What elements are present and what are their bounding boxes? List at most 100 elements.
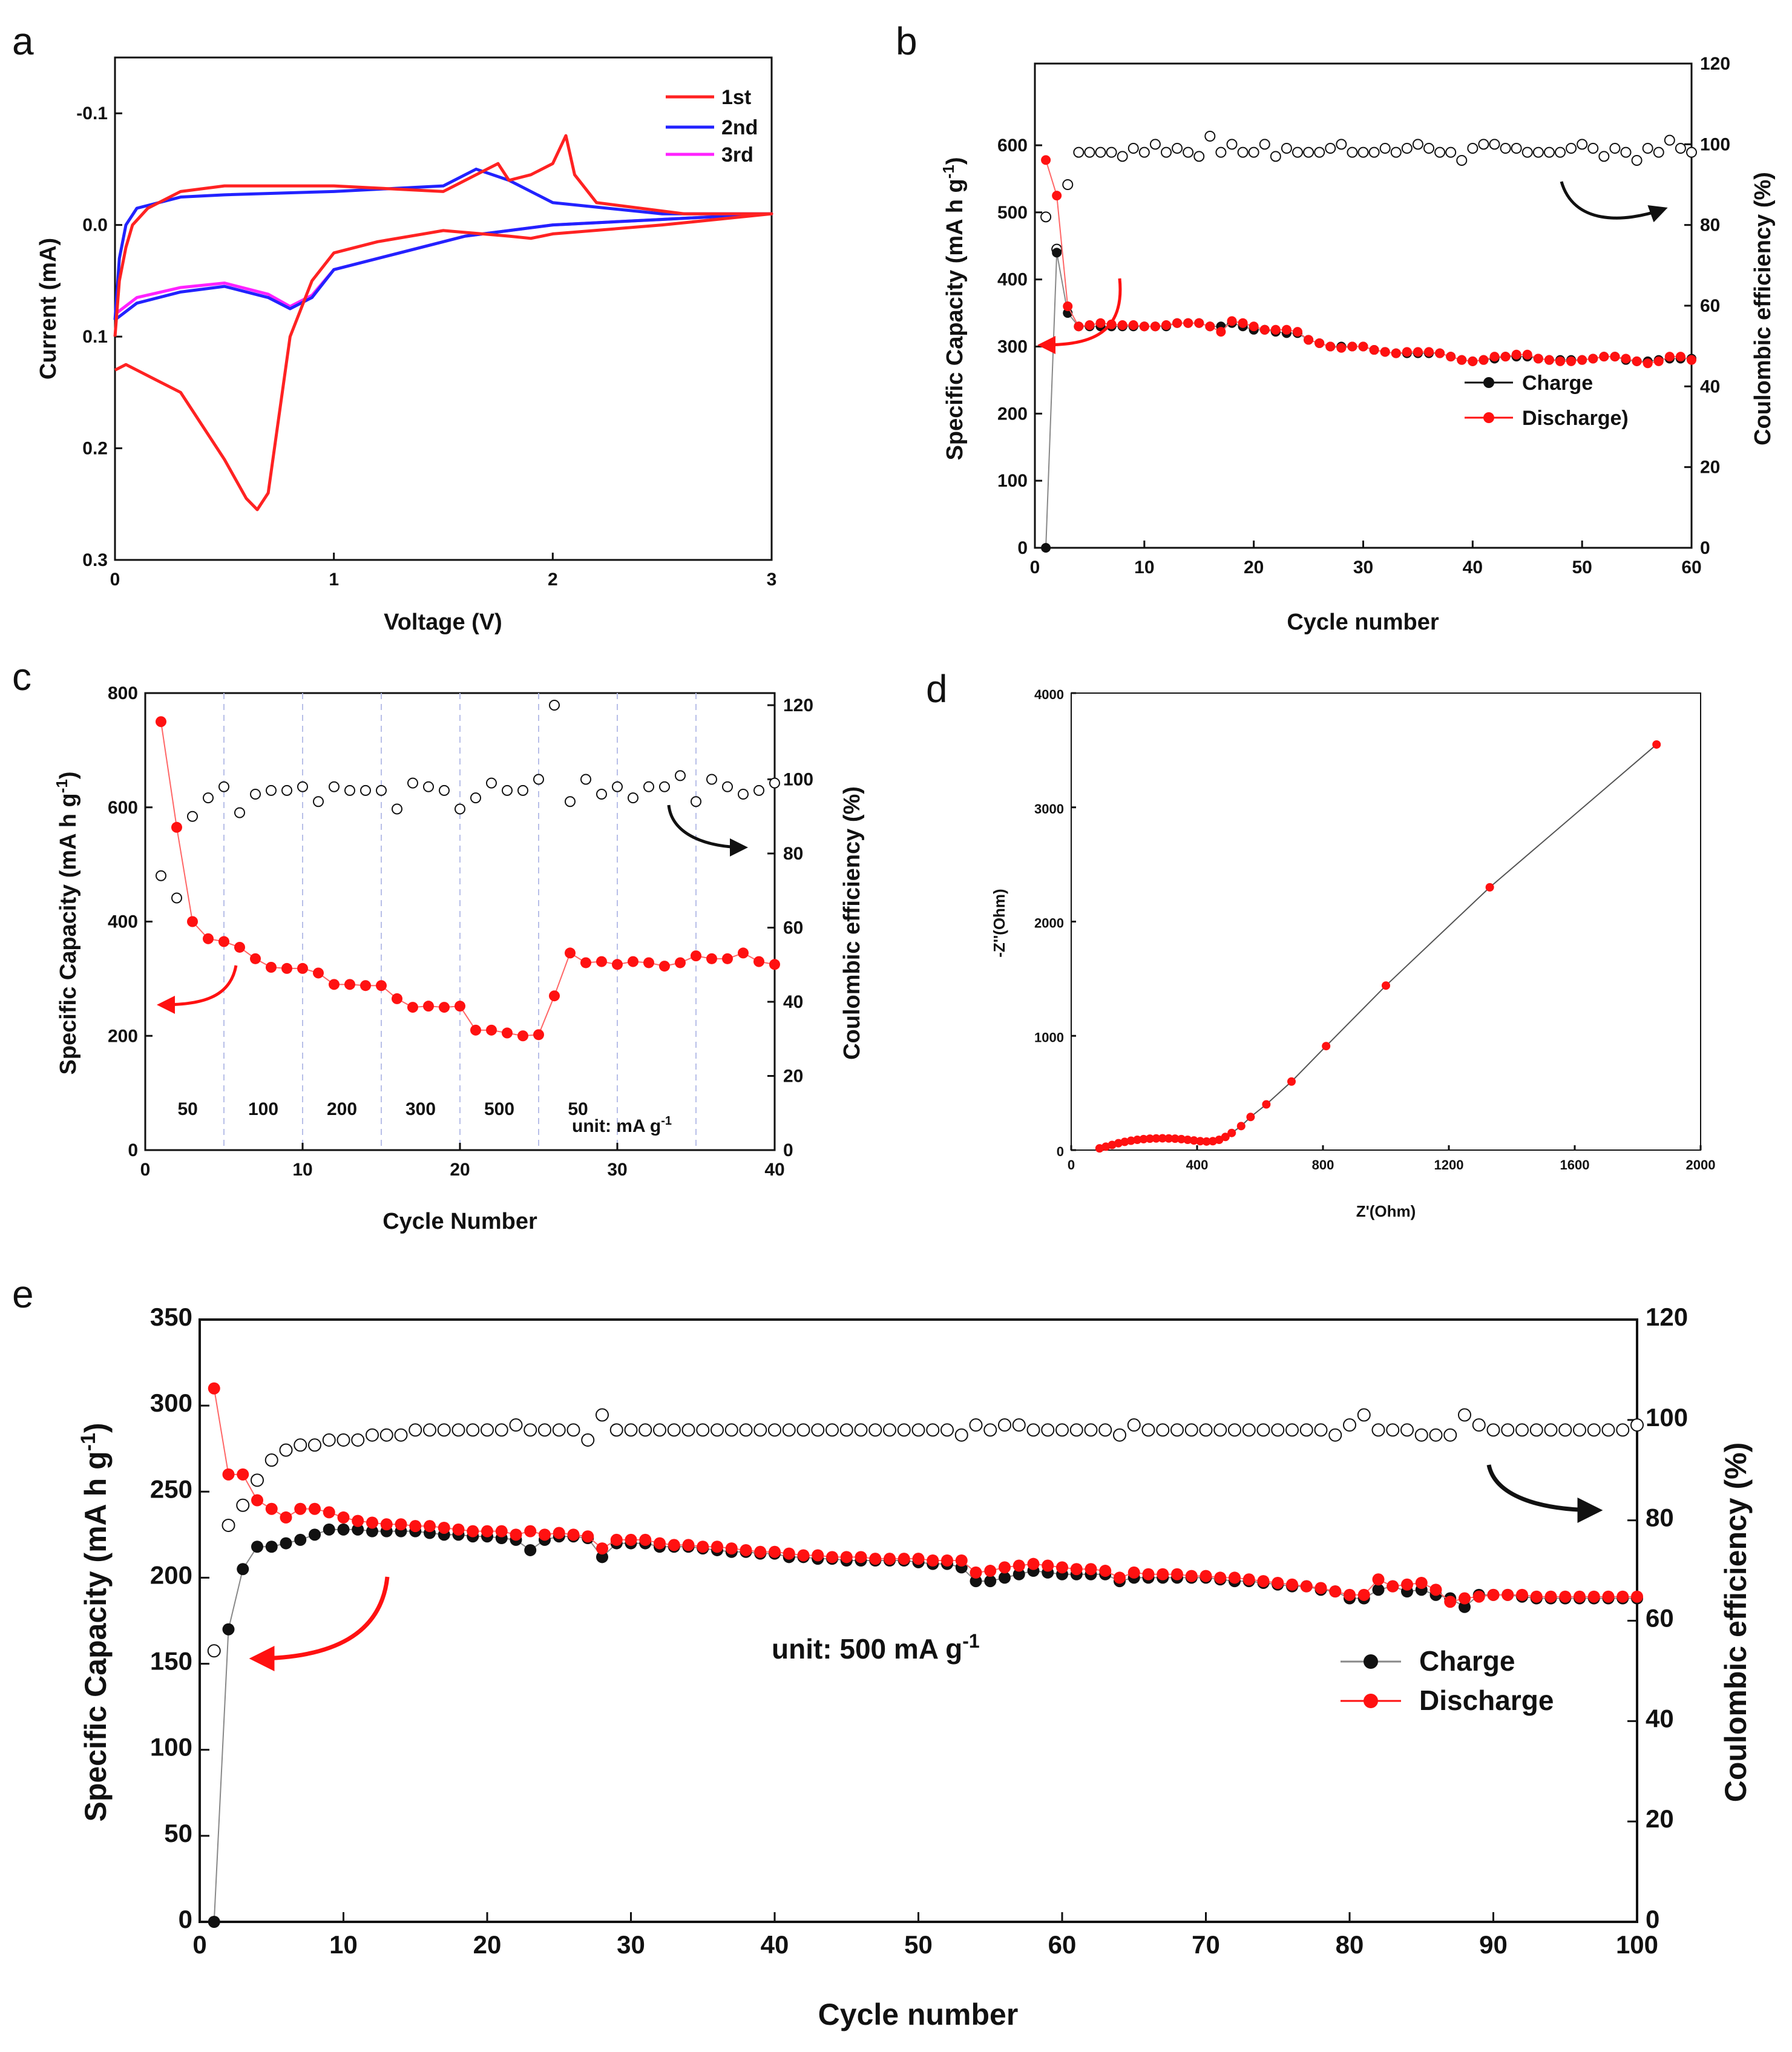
panel-e-coulombic-efficiency-point [983,1423,997,1437]
panel-b-discharge-point [1041,155,1051,165]
panel-e-coulombic-efficiency-point [681,1423,695,1437]
panel-e-coulombic-efficiency-point [538,1423,551,1437]
panel-c-discharge-point [156,716,166,728]
panel-b-discharge-point [1183,318,1193,328]
panel-b-discharge-point [1489,352,1500,362]
panel-e-discharge-point [1587,1590,1600,1603]
panel-e-x-tick-label: 50 [904,1930,933,1959]
panel-e-coulombic-efficiency-point [1242,1423,1256,1437]
panel-b-coulombic-efficiency-point [1653,146,1664,158]
panel-e-coulombic-efficiency-point [1199,1423,1213,1437]
panel-b-y-axis-label-main: Specific Capacity (mA h g [942,179,968,460]
panel-c-coulombic-efficiency-point [218,781,229,792]
panel-e-discharge-point [467,1525,479,1537]
panel-b-y2-tick-label: 120 [1700,54,1730,74]
panel-b-discharge-point [1270,324,1281,335]
panel-e-discharge-point [1042,1559,1054,1572]
panel-c-discharge-point [738,947,749,959]
panel-b-discharge-point [1522,349,1532,360]
panel-d-impedance-point [1146,1134,1154,1143]
panel-d-impedance-line [1099,744,1657,1149]
panel-b-coulombic-efficiency-point [1390,146,1402,158]
panel-e-charge-point [323,1523,335,1536]
panel-b-coulombic-efficiency-point [1303,146,1314,158]
panel-e-discharge-point [1459,1592,1471,1605]
panel-e-coulombic-efficiency-point [1414,1428,1428,1442]
panel-b-coulombic-efficiency-point [1127,143,1139,154]
panel-c-coulombic-efficiency-point [549,700,560,711]
panel-e-coulombic-efficiency-point [322,1433,336,1447]
panel-b-x-tick-label: 30 [1353,557,1373,577]
panel-b-discharge-point [1139,321,1149,332]
panel-e-coulombic-efficiency-point [1630,1418,1644,1432]
panel-e-coulombic-efficiency-point [1558,1423,1572,1437]
panel-e-charge-line [213,1528,1637,1922]
panel-e-coulombic-efficiency-point [1256,1423,1270,1437]
panel-a-y-tick-label: 0.1 [82,327,108,347]
panel-a-y-tick-label: 0.3 [82,550,108,570]
panel-c-discharge-point [675,957,686,968]
panel-e-charge-point [265,1541,278,1553]
panel-letter-a: a [12,19,34,63]
panel-b-y2-axis-label: Coulombic efficiency (%) [1750,172,1776,446]
panel-e-coulombic-efficiency-point [609,1423,623,1437]
panel-b-coulombic-efficiency-point [1204,131,1216,142]
panel-e-y2-tick-label: 20 [1646,1804,1674,1833]
panel-e-coulombic-efficiency-point [1587,1423,1601,1437]
panel-e-discharge-point [754,1545,767,1558]
panel-e-coulombic-efficiency-point [724,1423,738,1437]
panel-b-arrow-to-right-axis [1560,181,1668,223]
panel-e-coulombic-efficiency-point [251,1473,264,1487]
panel-b-discharge-point [1063,301,1073,311]
panel-c-discharge-point [533,1029,544,1041]
panel-d-impedance-point [1227,1128,1236,1137]
panel-e-coulombic-efficiency-point [222,1518,235,1532]
panel-e-discharge-point [840,1551,853,1564]
panel-e-x-tick-label: 80 [1336,1930,1364,1959]
panel-e-discharge-point [1214,1571,1227,1584]
panel-b-y-tick-label: 400 [997,270,1028,290]
panel-e-x-tick-label: 70 [1192,1930,1220,1959]
panel-c-coulombic-efficiency-point [376,784,387,796]
panel-b-coulombic-efficiency-point [1511,143,1522,154]
panel-c-discharge-point [706,953,717,964]
panel-e-discharge-point [1286,1578,1298,1591]
panel-e-coulombic-efficiency-point [940,1423,954,1437]
panel-e-y-tick-label: 300 [150,1389,192,1417]
panel-b-coulombic-efficiency-point [1521,146,1533,158]
panel-b-charge-point [1052,248,1062,258]
panel-b-discharge-point [1457,355,1467,365]
panel-c-discharge-point [218,936,229,947]
panel-e-charge-point [337,1523,350,1536]
panel-c-discharge-line [160,722,775,1037]
panel-c-coulombic-efficiency-point [281,784,292,796]
panel-e-coulombic-efficiency-point [379,1428,393,1442]
panel-e-coulombic-efficiency-point [1400,1423,1414,1437]
panel-c-discharge-point [565,947,576,959]
panel-b-discharge-point [1161,320,1171,330]
panel-c-coulombic-efficiency-point [612,781,623,792]
panel-b-y-axis-label: Specific Capacity (mA h g-1) [939,157,968,460]
panel-c-y2-tick-label: 60 [783,918,803,938]
panel-e-y-tick-label: 100 [150,1733,192,1761]
panel-e-coulombic-efficiency-point [351,1433,365,1447]
panel-b-y-tick-label: 200 [997,404,1028,424]
panel-e-coulombic-efficiency-point [264,1453,278,1467]
panel-c-discharge-point [596,956,607,967]
panel-c-coulombic-efficiency-point [533,774,544,785]
panel-e-coulombic-efficiency-point [696,1423,710,1437]
panel-c-discharge-point [266,962,277,973]
panel-b-discharge-point [1643,358,1653,369]
panel-e-charge-point [222,1623,235,1636]
panel-d-impedance-chart: 0 400 800 1200 1600 2000 0 1000 2000 3000 4000 Z'(… [990,687,1715,1220]
panel-e-coulombic-efficiency-point [897,1423,911,1437]
panel-e-coulombic-efficiency-point [294,1438,307,1452]
panel-e-coulombic-efficiency-point [552,1423,566,1437]
panel-b-coulombic-efficiency-point [1587,143,1599,154]
panel-letter-c: c [12,655,31,699]
panel-c-coulombic-efficiency-point [643,781,654,792]
panel-e-discharge-point [1229,1571,1241,1584]
panel-e-coulombic-efficiency-point [1055,1423,1069,1437]
panel-c-discharge-point [455,1001,465,1012]
